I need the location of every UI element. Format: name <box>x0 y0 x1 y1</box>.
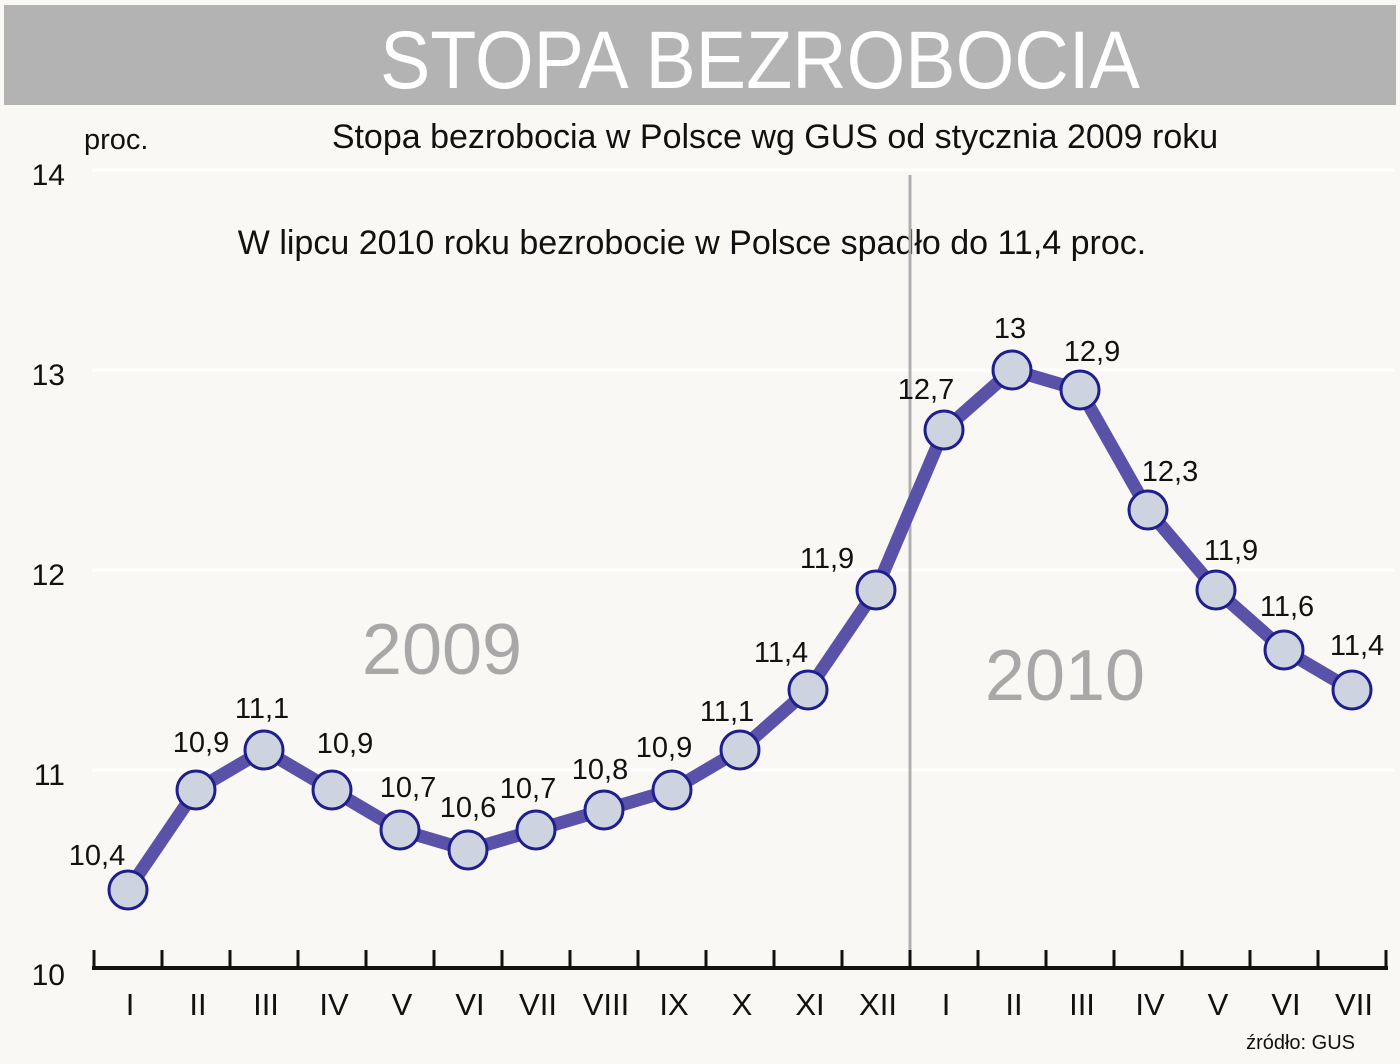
data-point <box>447 829 489 871</box>
data-label: 11,9 <box>800 543 854 575</box>
data-label: 10,4 <box>69 840 125 872</box>
x-tick-label: V <box>1208 987 1229 1022</box>
data-label: 10,8 <box>572 754 628 786</box>
y-tick-label: 13 <box>32 359 65 392</box>
data-label: 11,1 <box>700 696 754 728</box>
x-tick-label: III <box>253 987 279 1022</box>
x-tick-label: IX <box>659 987 689 1022</box>
data-label: 12,7 <box>898 374 954 406</box>
y-tick-label: 14 <box>32 159 65 192</box>
data-point <box>719 729 761 771</box>
x-tick-label: VIII <box>583 987 630 1022</box>
data-label: 11,9 <box>1204 535 1258 567</box>
data-point <box>923 409 965 451</box>
x-tick-label: V <box>392 987 413 1022</box>
data-point <box>243 729 285 771</box>
x-tick-label: IV <box>319 987 349 1022</box>
data-point <box>583 789 625 831</box>
x-tick-label: III <box>1069 987 1095 1022</box>
data-point <box>991 349 1033 391</box>
chart-subtitle: W lipcu 2010 roku bezrobocie w Polsce sp… <box>238 224 1146 262</box>
x-tick-label: VII <box>1335 987 1373 1022</box>
x-tick-label: VI <box>1271 987 1300 1022</box>
data-point <box>175 769 217 811</box>
data-point <box>107 869 149 911</box>
data-label: 11,4 <box>754 637 808 669</box>
banner <box>4 5 1396 105</box>
data-point <box>1127 489 1169 531</box>
data-label: 13 <box>994 313 1026 345</box>
data-point <box>1331 669 1373 711</box>
data-label: 10,9 <box>636 732 692 764</box>
year-label-2010: 2010 <box>985 636 1145 716</box>
series-line <box>122 363 1356 894</box>
data-point <box>515 809 557 851</box>
x-tick-label: I <box>126 987 135 1022</box>
x-tick-label: I <box>942 987 951 1022</box>
y-axis-label: proc. <box>84 124 148 156</box>
x-tick-label: VI <box>455 987 484 1022</box>
data-label: 11,4 <box>1330 630 1384 662</box>
data-point <box>311 769 353 811</box>
data-point <box>1059 369 1101 411</box>
x-tick-label: II <box>189 987 206 1022</box>
data-label: 10,6 <box>440 792 496 824</box>
data-point <box>787 669 829 711</box>
data-label: 10,9 <box>317 728 373 760</box>
y-tick-label: 10 <box>32 959 65 992</box>
x-tick-label: II <box>1005 987 1022 1022</box>
data-label: 11,1 <box>235 693 289 725</box>
data-label: 10,7 <box>380 772 436 804</box>
data-label: 12,3 <box>1142 456 1198 488</box>
data-point <box>1263 629 1305 671</box>
source-note: źródło: GUS <box>1246 1032 1355 1054</box>
data-point <box>855 569 897 611</box>
data-point <box>379 809 421 851</box>
chart-title: Stopa bezrobocia w Polsce wg GUS od styc… <box>332 118 1218 156</box>
x-tick-label: VII <box>519 987 557 1022</box>
data-label: 10,7 <box>500 773 556 805</box>
y-tick-label: 12 <box>32 559 65 592</box>
data-point <box>1195 569 1237 611</box>
data-label: 12,9 <box>1064 336 1120 368</box>
x-tick-label: IV <box>1135 987 1165 1022</box>
year-label-2009: 2009 <box>362 610 522 690</box>
data-label: 11,6 <box>1260 591 1314 623</box>
data-point <box>651 769 693 811</box>
data-label: 10,9 <box>173 727 229 759</box>
x-tick-label: XII <box>859 987 897 1022</box>
x-tick-label: X <box>732 987 753 1022</box>
y-tick-label: 11 <box>34 759 65 792</box>
banner-title: STOPA BEZROBOCIA <box>380 15 1140 106</box>
x-tick-label: XI <box>795 987 824 1022</box>
